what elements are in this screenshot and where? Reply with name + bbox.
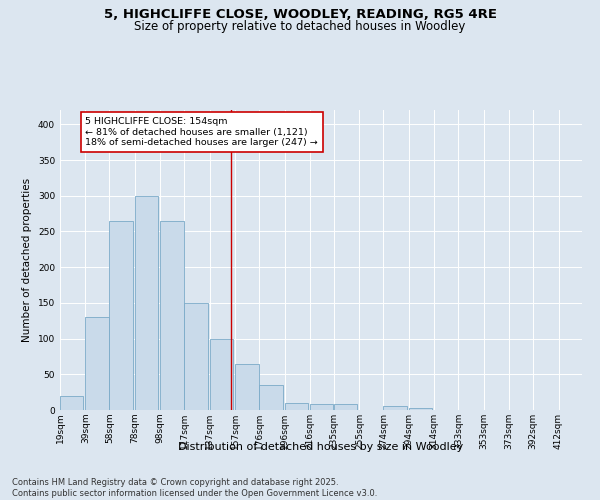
Text: 5, HIGHCLIFFE CLOSE, WOODLEY, READING, RG5 4RE: 5, HIGHCLIFFE CLOSE, WOODLEY, READING, R… — [104, 8, 497, 20]
Bar — [184, 303, 208, 410]
Bar — [135, 196, 158, 410]
Text: 5 HIGHCLIFFE CLOSE: 154sqm
← 81% of detached houses are smaller (1,121)
18% of s: 5 HIGHCLIFFE CLOSE: 154sqm ← 81% of deta… — [85, 117, 318, 147]
Bar — [160, 220, 184, 410]
Text: Size of property relative to detached houses in Woodley: Size of property relative to detached ho… — [134, 20, 466, 33]
Y-axis label: Number of detached properties: Number of detached properties — [22, 178, 32, 342]
Bar — [235, 364, 259, 410]
Bar — [85, 317, 109, 410]
Bar — [334, 404, 358, 410]
Bar — [310, 404, 334, 410]
Bar — [284, 403, 308, 410]
Bar — [409, 408, 433, 410]
Bar — [259, 385, 283, 410]
Bar — [209, 338, 233, 410]
Text: Distribution of detached houses by size in Woodley: Distribution of detached houses by size … — [178, 442, 464, 452]
Text: Contains HM Land Registry data © Crown copyright and database right 2025.
Contai: Contains HM Land Registry data © Crown c… — [12, 478, 377, 498]
Bar — [109, 220, 133, 410]
Bar — [60, 396, 83, 410]
Bar — [383, 406, 407, 410]
